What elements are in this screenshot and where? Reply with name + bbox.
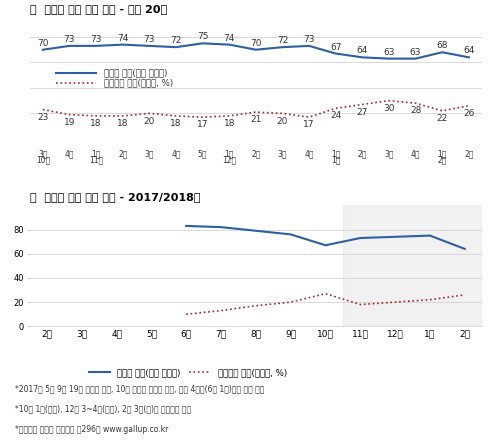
- Text: 11월: 11월: [89, 156, 103, 164]
- Text: 30: 30: [383, 104, 395, 113]
- Text: 68: 68: [436, 41, 448, 51]
- Text: 잘하고 있다(직무 긍정률): 잘하고 있다(직무 긍정률): [104, 68, 167, 77]
- Text: *2017년 5월 9일 19대 대통령 선거, 10일 문재인 대통령 취임, 취임 4주차(6월 1주)부터 직무 평가: *2017년 5월 9일 19대 대통령 선거, 10일 문재인 대통령 취임,…: [15, 384, 264, 393]
- Text: 73: 73: [91, 35, 102, 44]
- Text: 4주: 4주: [411, 149, 420, 158]
- Text: 2주: 2주: [118, 149, 127, 158]
- Text: 73: 73: [304, 35, 315, 44]
- Text: 20: 20: [144, 117, 155, 126]
- Text: 63: 63: [410, 48, 421, 57]
- Text: 1월: 1월: [331, 156, 340, 164]
- Text: 70: 70: [250, 39, 262, 48]
- Text: 18: 18: [117, 119, 128, 128]
- Text: 3주: 3주: [384, 149, 394, 158]
- Text: 27: 27: [357, 108, 368, 117]
- Text: 1주: 1주: [331, 149, 340, 158]
- Text: 17: 17: [304, 120, 315, 129]
- Text: 2주: 2주: [464, 149, 473, 158]
- Text: 74: 74: [117, 34, 128, 43]
- Legend: 잘하고 있다(직무 긍정률), 잘못하고 있다(부정률, %): 잘하고 있다(직무 긍정률), 잘못하고 있다(부정률, %): [86, 364, 290, 380]
- Text: 73: 73: [63, 35, 75, 44]
- Text: 75: 75: [197, 33, 208, 42]
- Text: 1주: 1주: [437, 149, 447, 158]
- Text: 72: 72: [170, 36, 182, 45]
- Text: 2주: 2주: [358, 149, 367, 158]
- Text: 3주: 3주: [277, 149, 287, 158]
- Text: 18: 18: [223, 119, 235, 128]
- Text: 22: 22: [436, 114, 448, 123]
- Text: 67: 67: [330, 42, 341, 51]
- Bar: [343, 205, 482, 326]
- Text: 10월: 10월: [36, 156, 50, 164]
- Text: 20: 20: [277, 117, 288, 126]
- Text: 5주: 5주: [198, 149, 207, 158]
- Text: 28: 28: [410, 106, 421, 115]
- Text: 4주: 4주: [65, 149, 74, 158]
- Text: 18: 18: [170, 119, 182, 128]
- Text: 2주: 2주: [251, 149, 261, 158]
- Text: 1주: 1주: [224, 149, 234, 158]
- Text: 63: 63: [383, 48, 395, 57]
- Text: 3주: 3주: [38, 149, 48, 158]
- Text: ⓢ  대통령 직무 수행 평가 - 2017/2018년: ⓢ 대통령 직무 수행 평가 - 2017/2018년: [30, 192, 200, 202]
- Text: *한국갤럽 데일리 오피니언 제296호 www.gallup.co.kr: *한국갤럽 데일리 오피니언 제296호 www.gallup.co.kr: [15, 425, 168, 434]
- Text: 3주: 3주: [145, 149, 154, 158]
- Text: 1주: 1주: [92, 149, 101, 158]
- Text: 21: 21: [250, 115, 262, 124]
- Text: 74: 74: [223, 34, 235, 43]
- Text: 73: 73: [144, 35, 155, 44]
- Text: *10월 1주(추석), 12월 3~4주(연말), 2월 3주(설)는 조사하지 않음: *10월 1주(추석), 12월 3~4주(연말), 2월 3주(설)는 조사하…: [15, 405, 191, 413]
- Text: 23: 23: [37, 113, 49, 122]
- Text: 12월: 12월: [222, 156, 236, 164]
- Text: 19: 19: [63, 118, 75, 127]
- Text: 72: 72: [277, 36, 288, 45]
- Text: 4주: 4주: [305, 149, 314, 158]
- Text: 24: 24: [330, 111, 341, 120]
- Text: 18: 18: [91, 119, 102, 128]
- Text: 4주: 4주: [171, 149, 181, 158]
- Text: 26: 26: [463, 109, 475, 118]
- Text: 17: 17: [197, 120, 208, 129]
- Text: 70: 70: [37, 39, 49, 48]
- Text: 2월: 2월: [437, 156, 447, 164]
- Text: 64: 64: [463, 46, 475, 55]
- Text: 잘못하고 있다(부정률, %): 잘못하고 있다(부정률, %): [104, 78, 173, 87]
- Text: 64: 64: [357, 46, 368, 55]
- Text: ⓢ  대통령 직무 수행 평가 - 최근 20주: ⓢ 대통령 직무 수행 평가 - 최근 20주: [30, 4, 167, 14]
